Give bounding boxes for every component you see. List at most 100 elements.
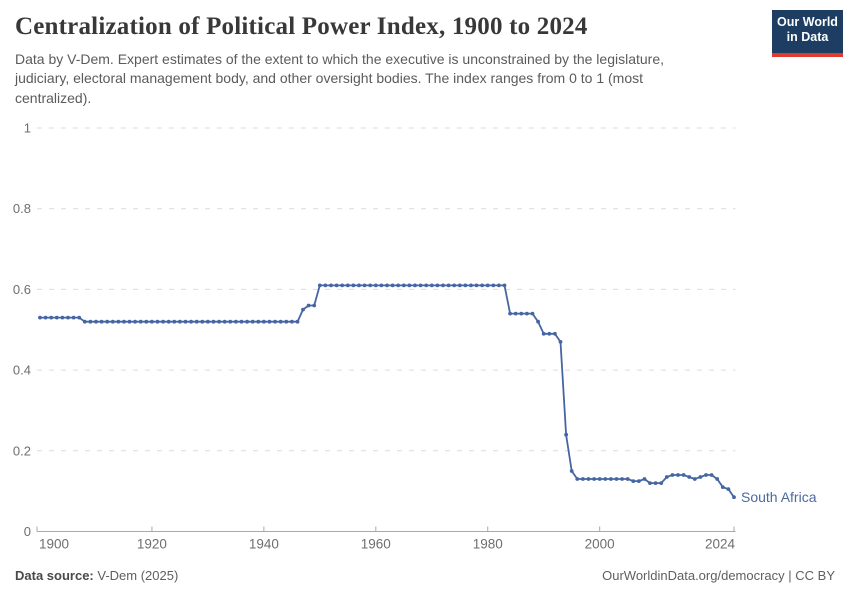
data-point [597, 477, 602, 481]
data-point [670, 473, 675, 477]
data-point [250, 319, 255, 324]
data-point [373, 283, 378, 288]
data-point [603, 477, 608, 481]
data-point [385, 283, 389, 288]
data-point [429, 283, 434, 288]
data-point [541, 331, 546, 336]
data-point [390, 283, 395, 288]
data-point [564, 432, 568, 437]
data-point [351, 283, 356, 288]
data-point [127, 319, 132, 324]
data-point [452, 283, 457, 288]
y-tick-label: 0.2 [13, 443, 31, 458]
data-point [150, 319, 154, 324]
data-point [592, 477, 596, 481]
data-point [301, 307, 305, 312]
data-point [463, 283, 468, 288]
data-point [553, 331, 557, 336]
data-point [368, 283, 373, 288]
data-point [194, 319, 199, 324]
x-tick-label: 1980 [473, 537, 503, 552]
data-point [71, 315, 76, 320]
data-point [77, 315, 82, 320]
data-point [54, 315, 59, 320]
data-point [480, 283, 484, 288]
data-point [497, 283, 501, 288]
data-point [418, 283, 423, 288]
owid-logo-line1: Our World [777, 15, 838, 29]
x-tick-label: 2024 [705, 537, 736, 552]
data-point [508, 311, 512, 316]
data-point [206, 319, 210, 324]
data-point [659, 481, 664, 485]
data-point [637, 479, 641, 483]
x-tick-label: 1920 [137, 537, 167, 552]
data-point [530, 311, 535, 316]
y-tick-label: 0 [24, 524, 31, 539]
data-point [166, 319, 171, 324]
data-point [138, 319, 143, 324]
data-point [648, 481, 652, 485]
data-point [105, 319, 110, 324]
data-point [575, 477, 580, 481]
data-source-value: V-Dem (2025) [97, 568, 179, 583]
data-point [161, 319, 166, 324]
y-tick-label: 1 [24, 121, 31, 136]
data-point [715, 477, 720, 481]
data-point [183, 319, 188, 324]
data-point [66, 315, 70, 320]
data-point [273, 319, 277, 324]
data-point [178, 319, 182, 324]
data-point [88, 319, 93, 324]
owid-logo-line2: in Data [786, 30, 829, 44]
x-tick-label: 1940 [249, 537, 279, 552]
data-point [726, 487, 731, 491]
data-point [687, 475, 692, 479]
data-point [94, 319, 98, 324]
x-tick-label: 2000 [585, 537, 615, 552]
data-point [625, 477, 630, 481]
data-point [519, 311, 524, 316]
data-point [82, 319, 87, 324]
data-point [217, 319, 222, 324]
data-point [234, 319, 238, 324]
data-point [323, 283, 328, 288]
data-point [155, 319, 160, 324]
data-point [692, 477, 697, 481]
data-point [290, 319, 294, 324]
data-point [569, 469, 574, 473]
data-point [278, 319, 283, 324]
data-point [396, 283, 401, 288]
data-point [435, 283, 440, 288]
data-point [267, 319, 272, 324]
x-tick-label: 1960 [361, 537, 391, 552]
data-point [609, 477, 613, 481]
page-title: Centralization of Political Power Index,… [15, 13, 588, 40]
data-point [676, 473, 680, 477]
credit-link[interactable]: OurWorldinData.org/democracy | CC BY [602, 568, 835, 583]
owid-logo: Our World in Data [772, 10, 843, 57]
data-point [379, 283, 384, 288]
data-point [228, 319, 233, 324]
data-point [581, 477, 585, 481]
series-end-label: South Africa [741, 489, 817, 505]
data-point [306, 303, 311, 308]
data-point [469, 283, 473, 288]
data-point [586, 477, 591, 481]
data-point [709, 473, 714, 477]
data-point [457, 283, 462, 288]
data-point [547, 331, 552, 336]
y-tick-label: 0.8 [13, 201, 31, 216]
data-point [413, 283, 417, 288]
data-point [245, 319, 250, 324]
data-point [525, 311, 529, 316]
data-point [698, 475, 703, 479]
data-point [172, 319, 177, 324]
data-point [116, 319, 121, 324]
data-point [446, 283, 451, 288]
data-point [189, 319, 194, 324]
data-point [256, 319, 261, 324]
data-point [485, 283, 490, 288]
